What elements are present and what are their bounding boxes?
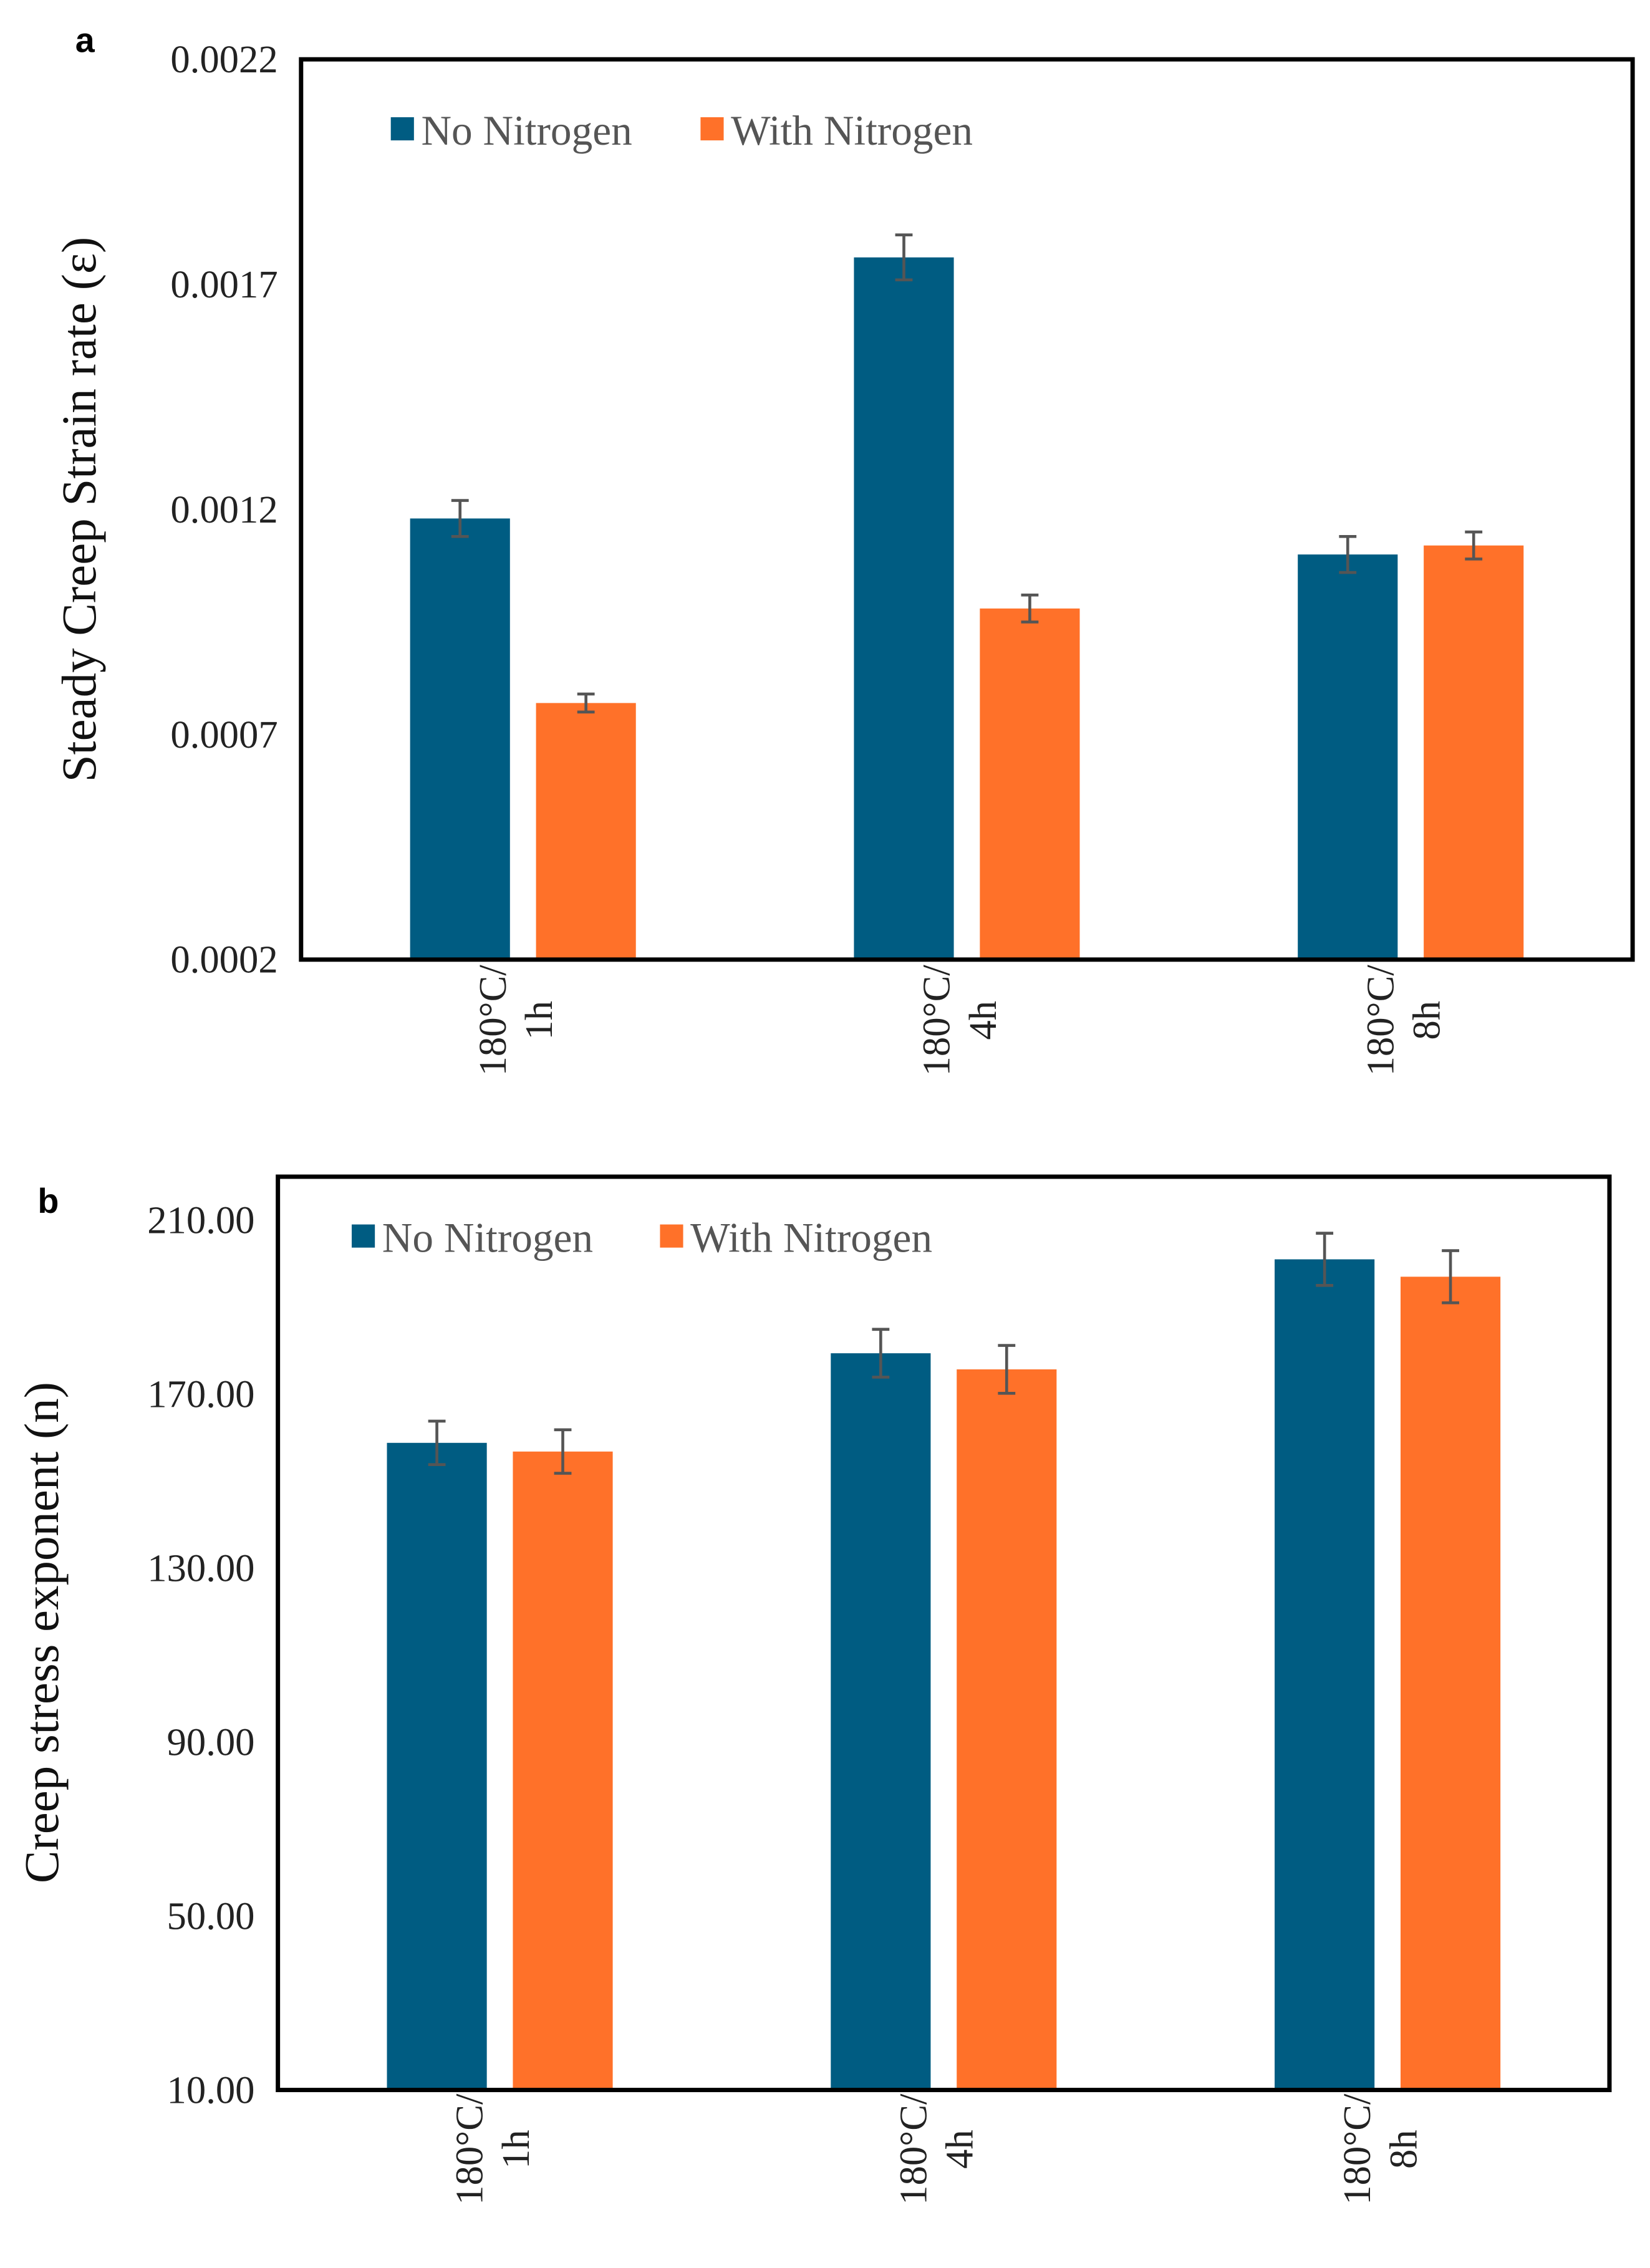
bar-no-nitrogen-1 <box>831 1353 931 2090</box>
error-bar <box>1465 530 1483 561</box>
bar-with-nitrogen-2 <box>1400 1276 1501 2090</box>
bar-with-nitrogen-1 <box>980 608 1080 960</box>
y-tick-label: 0.0017 <box>170 263 277 306</box>
y-tick-label: 90.00 <box>167 1720 255 1764</box>
error-bar <box>1339 534 1357 574</box>
legend-label: No Nitrogen <box>382 1215 593 1262</box>
legend-label: No Nitrogen <box>421 107 632 154</box>
x-tick-label: 1h <box>494 2130 538 2169</box>
error-bar <box>998 1344 1016 1395</box>
x-tick-label: 1h <box>517 1001 561 1040</box>
plot-frame <box>299 57 1635 962</box>
bar-no-nitrogen-0 <box>387 1442 487 2090</box>
error-bar <box>554 1428 572 1475</box>
y-axis-label: Creep stress exponent (n) <box>15 1382 69 1883</box>
bar-with-nitrogen-2 <box>1424 545 1524 960</box>
error-bar <box>895 233 913 282</box>
x-tick-label: 180°C/ <box>1335 2093 1379 2205</box>
chart-b-stress-exponent: b 10.00 50.00 90.00 130.00 170.00 210.00 Creep… <box>15 1174 1612 2205</box>
legend-label: With Nitrogen <box>690 1215 932 1262</box>
legend-label: With Nitrogen <box>731 107 973 154</box>
x-tick-label: 180°C/ <box>891 2093 935 2205</box>
y-tick-label: 130.00 <box>147 1547 254 1590</box>
y-tick-label: 0.0022 <box>170 37 277 81</box>
error-bar <box>872 1328 890 1379</box>
error-bar <box>1021 593 1039 624</box>
x-tick-label: 180°C/ <box>915 965 958 1076</box>
error-bar <box>428 1419 446 1466</box>
y-tick-label: 10.00 <box>167 2068 255 2111</box>
x-tick-label: 180°C/ <box>448 2093 491 2205</box>
legend-swatch-with-nitrogen <box>660 1224 683 1248</box>
y-tick-label: 210.00 <box>147 1199 254 1242</box>
error-bar <box>577 692 595 714</box>
plot-frame <box>276 1174 1612 2092</box>
bar-no-nitrogen-2 <box>1275 1259 1375 2090</box>
bar-with-nitrogen-0 <box>513 1451 613 2090</box>
y-tick-label: 0.0002 <box>170 938 277 982</box>
error-bar <box>1316 1232 1334 1287</box>
y-tick-label: 0.0007 <box>170 713 277 756</box>
error-bar <box>1442 1249 1459 1305</box>
legend-swatch-no-nitrogen <box>390 117 414 141</box>
legend-swatch-no-nitrogen <box>352 1224 375 1248</box>
legend-swatch-with-nitrogen <box>700 117 724 141</box>
panel-label-a: a <box>75 21 95 60</box>
y-tick-label: 0.0012 <box>170 488 277 531</box>
x-tick-label: 8h <box>1382 2130 1426 2169</box>
error-bar <box>451 499 469 538</box>
y-axis-label: Steady Creep Strain rate (ε) <box>52 237 107 782</box>
x-tick-label: 4h <box>961 1001 1005 1040</box>
y-tick-label: 50.00 <box>167 1894 255 1937</box>
bar-with-nitrogen-1 <box>957 1369 1057 2090</box>
bar-no-nitrogen-2 <box>1298 554 1398 960</box>
bar-no-nitrogen-1 <box>854 257 954 960</box>
x-tick-label: 180°C/ <box>471 965 514 1076</box>
chart-a-strain-rate: a 0.0002 0.0007 0.0012 0.0017 0.0022 Steady C… <box>52 21 1635 1076</box>
x-tick-label: 180°C/ <box>1358 965 1402 1076</box>
panel-label-b: b <box>37 1182 59 1220</box>
bar-no-nitrogen-0 <box>410 518 510 960</box>
x-tick-label: 8h <box>1405 1001 1449 1040</box>
y-tick-label: 170.00 <box>147 1373 254 1416</box>
bar-with-nitrogen-0 <box>536 703 636 960</box>
x-tick-label: 4h <box>938 2130 982 2169</box>
